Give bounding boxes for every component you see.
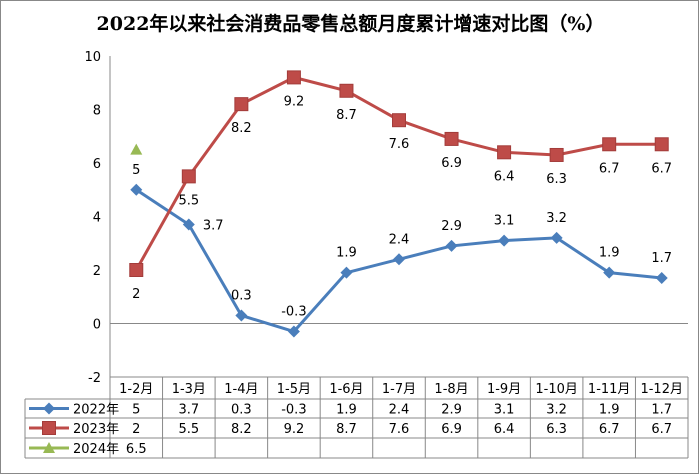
data-label: 6.3 [546,172,567,187]
data-point [602,137,617,152]
table-cell: 3.1 [494,403,515,418]
data-label: 9.2 [284,94,305,109]
data-point [654,137,669,152]
table-cell: 3.7 [178,403,199,418]
data-label: 6.9 [441,156,462,171]
table-cell: 6.7 [599,422,620,437]
data-label: 0.3 [231,288,252,303]
x-tick-label: 1-11月 [588,382,631,397]
table-cell: 7.6 [389,422,410,437]
x-tick-label: 1-6月 [329,382,363,397]
data-label: 3.1 [494,214,515,229]
data-point [549,147,564,162]
table-cell: 6.5 [126,442,147,457]
data-label: 1.9 [599,246,620,261]
x-tick-label: 1-4月 [224,382,258,397]
data-point [445,239,458,252]
data-point [603,266,616,279]
data-point [286,70,301,85]
table-cell: -0.3 [281,403,306,418]
data-label: 1.7 [651,251,672,266]
data-label: 5 [132,163,140,178]
data-point [655,272,668,285]
chart-title: 2022年以来社会消费品零售总额月度累计增速对比图（%） [96,13,605,35]
data-label: 2.4 [389,232,410,247]
table-cell: 6.7 [651,422,672,437]
y-tick-label: 10 [84,50,101,65]
x-tick-label: 1-2月 [119,382,153,397]
y-tick-label: 8 [93,104,101,119]
data-point [444,131,459,146]
y-tick-label: 2 [93,264,101,279]
table-cell: 1.7 [651,403,672,418]
table-cell: 0.3 [231,403,252,418]
data-point [129,263,144,277]
data-point [182,218,195,231]
data-point [550,231,563,244]
data-point [339,83,354,98]
x-tick-label: 1-5月 [277,382,311,397]
x-tick-label: 1-7月 [382,382,416,397]
table-cell: 5.5 [178,422,199,437]
table-cell: 2.9 [441,403,462,418]
table-cell: 8.2 [231,422,252,437]
legend-marker [43,442,55,453]
legend-label: 2023年 [73,422,119,437]
data-label: 6.4 [494,169,515,184]
data-point [130,183,143,196]
x-tick-label: 1-8月 [434,382,468,397]
data-point [235,309,248,322]
x-tick-label: 1-3月 [172,382,206,397]
data-point [130,143,143,155]
legend-marker [43,402,55,415]
data-label: 8.2 [231,121,252,136]
data-label: 6.7 [651,161,672,176]
data-point [497,145,512,160]
table-cell: 5 [132,403,140,418]
x-tick-label: 1-12月 [640,382,683,397]
y-tick-label: -2 [88,371,101,386]
table-cell: 9.2 [284,422,305,437]
data-point [340,266,353,279]
data-label: 3.7 [203,219,224,234]
table-cell: 1.9 [599,403,620,418]
data-label: 5.5 [178,193,199,208]
y-tick-label: 0 [93,318,101,333]
data-label: 2 [132,287,140,302]
data-label: 2.9 [441,219,462,234]
table-cell: 2.4 [389,403,410,418]
x-tick-label: 1-9月 [487,382,521,397]
table-cell: 1.9 [336,403,357,418]
legend-label: 2022年 [73,403,119,418]
x-tick-label: 1-10月 [535,382,578,397]
data-point [234,97,249,112]
y-tick-label: 4 [93,211,101,226]
y-tick-label: 6 [93,157,101,172]
data-label: -0.3 [281,305,306,320]
data-point [181,169,196,184]
table-cell: 6.4 [494,422,515,437]
table-cell: 8.7 [336,422,357,437]
legend-label: 2024年 [73,442,119,457]
data-label: 7.6 [389,137,410,152]
data-label: 6.7 [599,161,620,176]
data-label: 1.9 [336,246,357,261]
table-cell: 6.9 [441,422,462,437]
legend-marker [42,421,56,435]
data-label: 8.7 [336,108,357,123]
data-label: 3.2 [546,211,567,226]
data-point [498,234,511,247]
data-point [287,325,300,338]
table-cell: 3.2 [546,403,567,418]
data-point [393,253,405,266]
data-point [392,113,406,128]
table-cell: 2 [132,422,140,437]
table-cell: 6.3 [546,422,567,437]
